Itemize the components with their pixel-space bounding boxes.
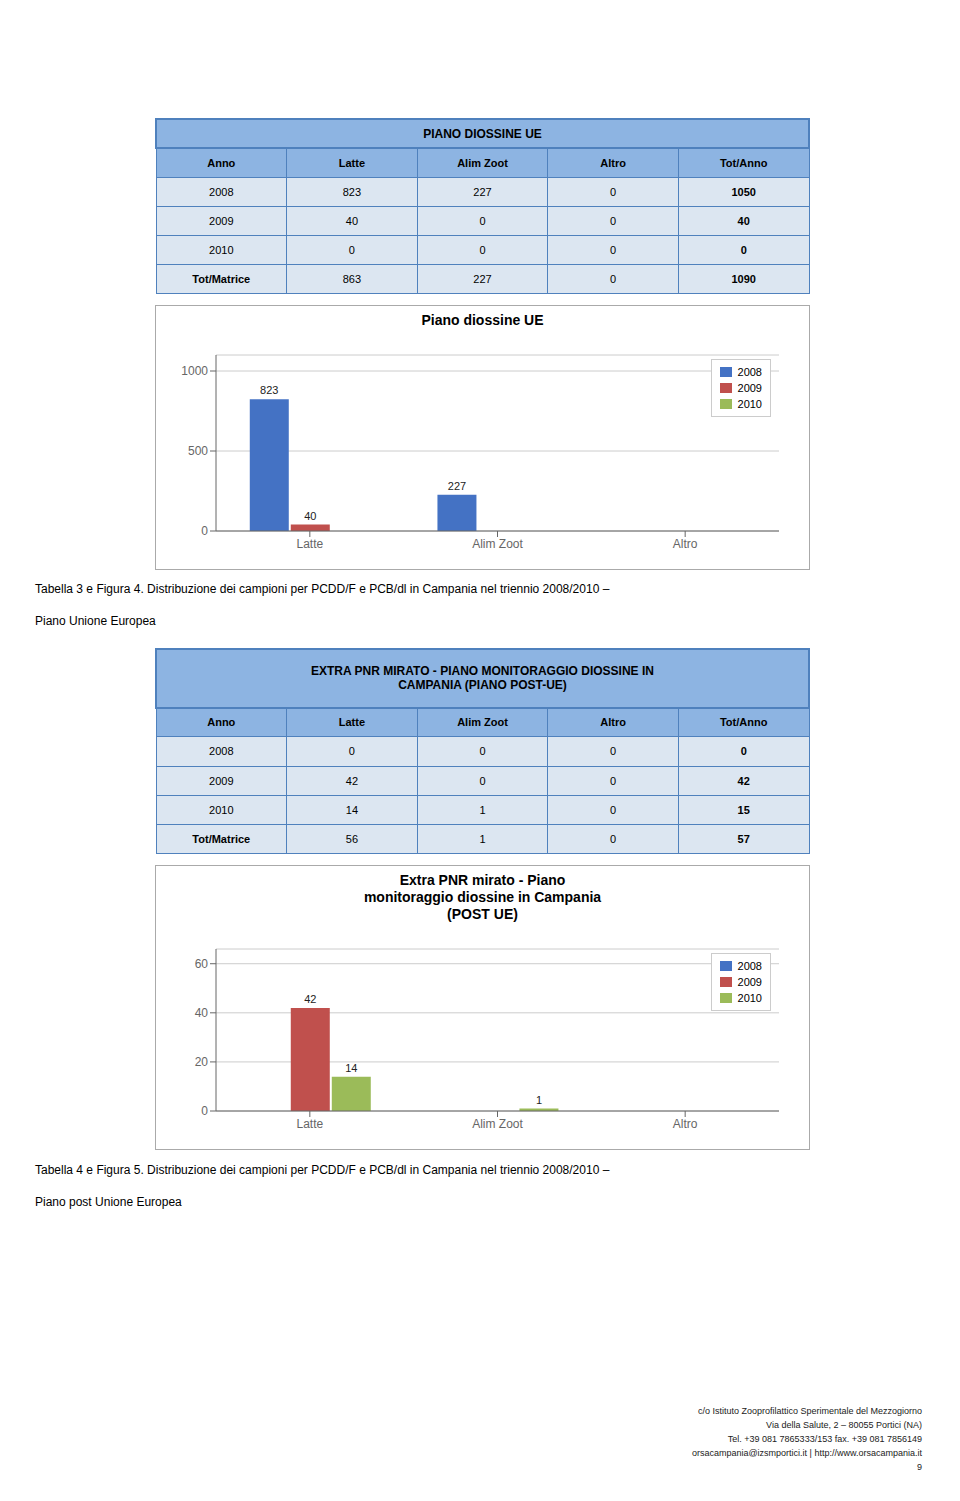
html-text:Piano Unione Europea: Piano Unione Europea	[35, 614, 156, 628]
html-text:42: 42	[345, 774, 358, 787]
svg-text:20: 20	[195, 1055, 209, 1069]
html-text:2010: 2010	[737, 992, 762, 1004]
html-text:863: 863	[342, 273, 362, 286]
html-text:15: 15	[737, 804, 750, 816]
html-text:EXTRA PNR MIRATO - PIANO MONIT: EXTRA PNR MIRATO - PIANO MONITORAGGIO DI…	[311, 664, 654, 693]
svg-text:Latte: Latte	[296, 537, 323, 551]
html-text:0: 0	[610, 244, 617, 257]
html-text:0: 0	[479, 215, 486, 227]
html-text:0: 0	[479, 774, 486, 787]
html-text:14: 14	[345, 804, 358, 816]
html-text:57: 57	[737, 833, 750, 846]
svg-text:Altro: Altro	[673, 1117, 698, 1131]
html-text:c/o Istituto Zooprofilattico S: c/o Istituto Zooprofilattico Sperimental…	[697, 1406, 922, 1416]
html-text:Latte: Latte	[338, 716, 365, 729]
html-text:0: 0	[610, 215, 617, 227]
html-text:Via della Salute, 2 – 80055 Po: Via della Salute, 2 – 80055 Portici (NA)	[766, 1420, 922, 1430]
html-text:Anno: Anno	[207, 157, 236, 169]
html-text:40: 40	[345, 215, 358, 227]
html-text:0: 0	[610, 833, 617, 846]
html-text:2009: 2009	[737, 976, 762, 988]
html-text:1050: 1050	[731, 185, 756, 198]
html-text:0: 0	[740, 244, 747, 257]
html-text:227: 227	[473, 185, 492, 198]
html-text:2009: 2009	[209, 215, 234, 227]
svg-text:40: 40	[304, 510, 316, 522]
svg-text:227: 227	[448, 480, 466, 492]
html-text:PIANO DIOSSINE UE: PIANO DIOSSINE UE	[423, 126, 542, 141]
html-text:Tot/Matrice: Tot/Matrice	[192, 273, 251, 286]
html-text:0: 0	[610, 745, 617, 758]
html-text:0: 0	[610, 185, 617, 198]
html-text:1: 1	[479, 833, 486, 846]
html-text:2008: 2008	[209, 745, 234, 758]
html-text:0: 0	[610, 774, 617, 787]
html-text:Alim Zoot: Alim Zoot	[457, 157, 508, 169]
html-text:Extra PNR mirato - Piano monit: Extra PNR mirato - Piano monitoraggio di…	[363, 872, 602, 922]
svg-text:1000: 1000	[181, 364, 208, 378]
svg-text:1: 1	[536, 1094, 542, 1106]
html-text:2008: 2008	[209, 185, 234, 198]
html-text:0: 0	[348, 745, 355, 758]
html-text:823: 823	[342, 185, 362, 198]
html-text:0: 0	[479, 745, 486, 758]
html-text:2008: 2008	[737, 960, 762, 972]
html-text:1090: 1090	[731, 273, 756, 286]
html-text:2010: 2010	[209, 804, 234, 816]
svg-text:0: 0	[201, 524, 208, 538]
svg-text:823: 823	[260, 384, 278, 396]
svg-text:42: 42	[304, 993, 316, 1005]
svg-text:40: 40	[195, 1006, 209, 1020]
html-text:Alim Zoot: Alim Zoot	[457, 716, 508, 729]
html-text:2010: 2010	[209, 244, 234, 257]
html-text:1: 1	[479, 804, 486, 816]
html-text:Tabella 4 e Figura 5. Distribu: Tabella 4 e Figura 5. Distribuzione dei …	[35, 1163, 610, 1177]
html-text:Piano post Unione Europea: Piano post Unione Europea	[35, 1195, 182, 1209]
html-text:Anno: Anno	[207, 716, 236, 729]
html-text:Tel. +39 081 7865333/153 fax.: Tel. +39 081 7865333/153 fax. +39 081 78…	[727, 1434, 922, 1444]
html-text:40: 40	[737, 215, 750, 227]
html-text:Tot/Matrice: Tot/Matrice	[192, 833, 251, 846]
html-text:Altro: Altro	[600, 157, 626, 169]
svg-text:500: 500	[188, 444, 208, 458]
html-text:9: 9	[917, 1462, 922, 1472]
html-text:227: 227	[473, 273, 492, 286]
html-text:2010: 2010	[737, 398, 762, 410]
svg-text:Altro: Altro	[673, 537, 698, 551]
html-text:Tot/Anno: Tot/Anno	[720, 716, 768, 729]
svg-text:0: 0	[201, 1104, 208, 1118]
html-text:56: 56	[345, 833, 358, 846]
html-text:2009: 2009	[209, 774, 234, 787]
html-text:2008: 2008	[737, 366, 762, 378]
html-text:0: 0	[740, 745, 747, 758]
html-text:Latte: Latte	[338, 157, 365, 169]
html-text:0: 0	[610, 804, 617, 816]
html-text:orsacampania@izsmportici.it |: orsacampania@izsmportici.it | http://www…	[691, 1448, 922, 1458]
html-text:42: 42	[737, 774, 750, 787]
svg-text:Latte: Latte	[296, 1117, 323, 1131]
svg-text:60: 60	[195, 957, 209, 971]
html-text:0: 0	[348, 244, 355, 257]
html-text:0: 0	[610, 273, 617, 286]
html-text:Tot/Anno: Tot/Anno	[720, 157, 768, 169]
html-text:Tabella 3 e Figura 4. Distribu: Tabella 3 e Figura 4. Distribuzione dei …	[35, 582, 610, 596]
html-text:0: 0	[479, 244, 486, 257]
svg-text:Alim Zoot: Alim Zoot	[472, 537, 523, 551]
html-text:Altro: Altro	[600, 716, 626, 729]
svg-text:14: 14	[345, 1062, 357, 1074]
html-text:Piano diossine UE: Piano diossine UE	[421, 312, 544, 328]
html-text:2009: 2009	[737, 382, 762, 394]
svg-text:Alim Zoot: Alim Zoot	[472, 1117, 523, 1131]
